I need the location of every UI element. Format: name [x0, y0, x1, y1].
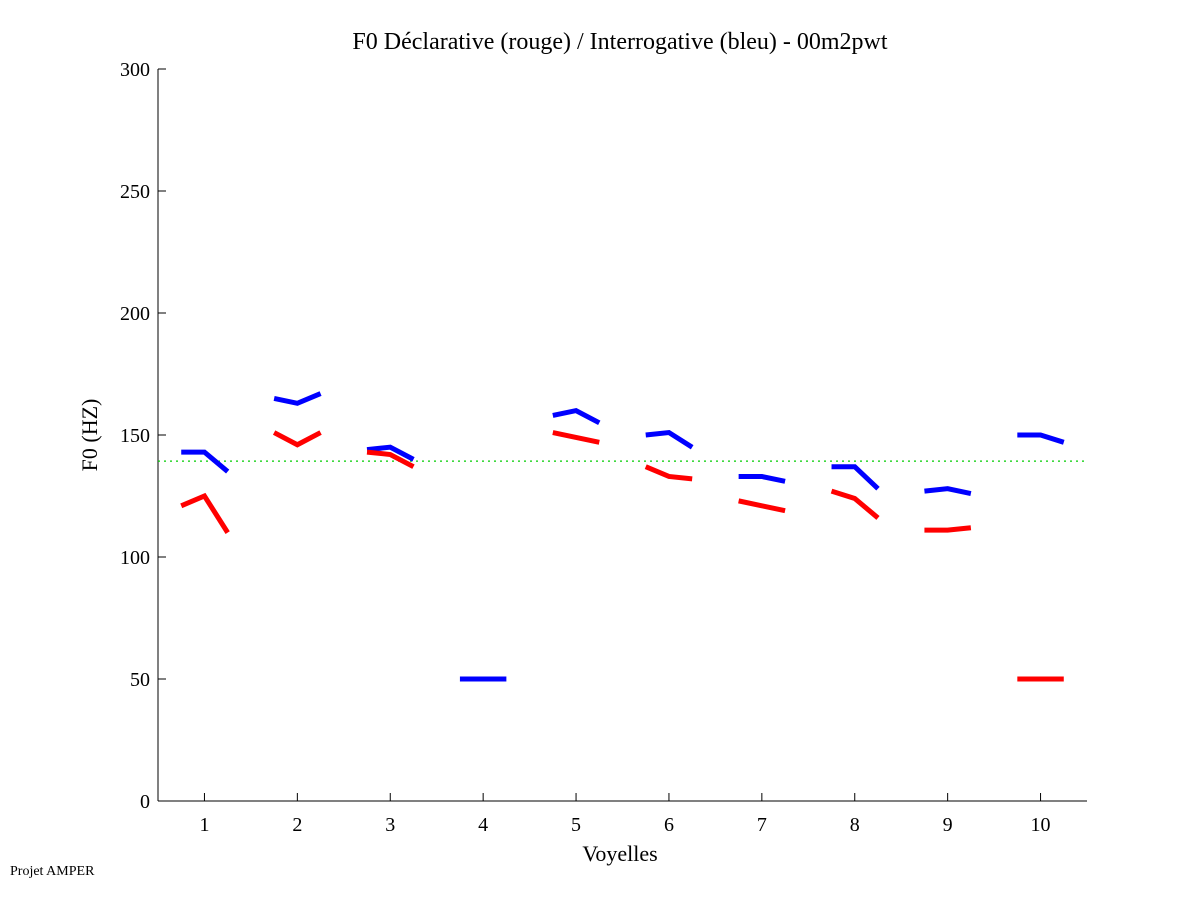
interrogative-segment-8	[831, 464, 880, 491]
y-tick-label: 150	[120, 425, 150, 447]
y-tick-label: 50	[130, 669, 150, 691]
declarative-segment-1	[180, 492, 230, 534]
data-marks	[158, 391, 1087, 682]
x-tick-label: 5	[571, 814, 581, 836]
chart-title: F0 Déclarative (rouge) / Interrogative (…	[352, 29, 887, 55]
y-tick-label: 100	[120, 547, 150, 569]
declarative-segment-7	[738, 498, 786, 514]
interrogative-segment-10	[1017, 432, 1065, 445]
x-tick-label: 6	[664, 814, 674, 836]
declarative-segment-9	[924, 525, 972, 533]
x-tick-label: 8	[850, 814, 860, 836]
interrogative-segment-2	[273, 391, 322, 406]
x-tick-label: 10	[1031, 814, 1051, 836]
y-tick-label: 200	[120, 303, 150, 325]
declarative-segment-5	[552, 430, 600, 445]
interrogative-segment-6	[645, 429, 694, 450]
footer-credit: Projet AMPER	[10, 864, 95, 879]
axes: 0 50 100 150 200 250 300 1 2 3 4 5 6 7 8 9 10	[120, 59, 1087, 836]
x-tick-label: 1	[199, 814, 209, 836]
interrogative-segment-9	[924, 486, 972, 497]
x-axis-label: Voyelles	[582, 841, 657, 866]
y-tick-label: 300	[120, 59, 150, 81]
declarative-segment-6	[644, 464, 693, 482]
declarative-segment-3	[366, 449, 415, 469]
y-tick-label: 0	[140, 791, 150, 813]
declarative-segment-8	[830, 488, 880, 520]
x-tick-label: 2	[292, 814, 302, 836]
interrogative-segment-1	[181, 449, 230, 474]
x-tick-label: 4	[478, 814, 488, 836]
x-tick-label: 7	[757, 814, 767, 836]
x-tick-label: 3	[385, 814, 395, 836]
x-tick-label: 9	[943, 814, 953, 836]
interrogative-segment-5	[552, 407, 601, 426]
interrogative-segment-7	[738, 473, 786, 484]
interrogative-segment-3	[366, 444, 415, 462]
declarative-segment-2	[272, 430, 322, 448]
y-tick-label: 250	[120, 181, 150, 203]
y-axis-label: F0 (HZ)	[77, 399, 102, 472]
